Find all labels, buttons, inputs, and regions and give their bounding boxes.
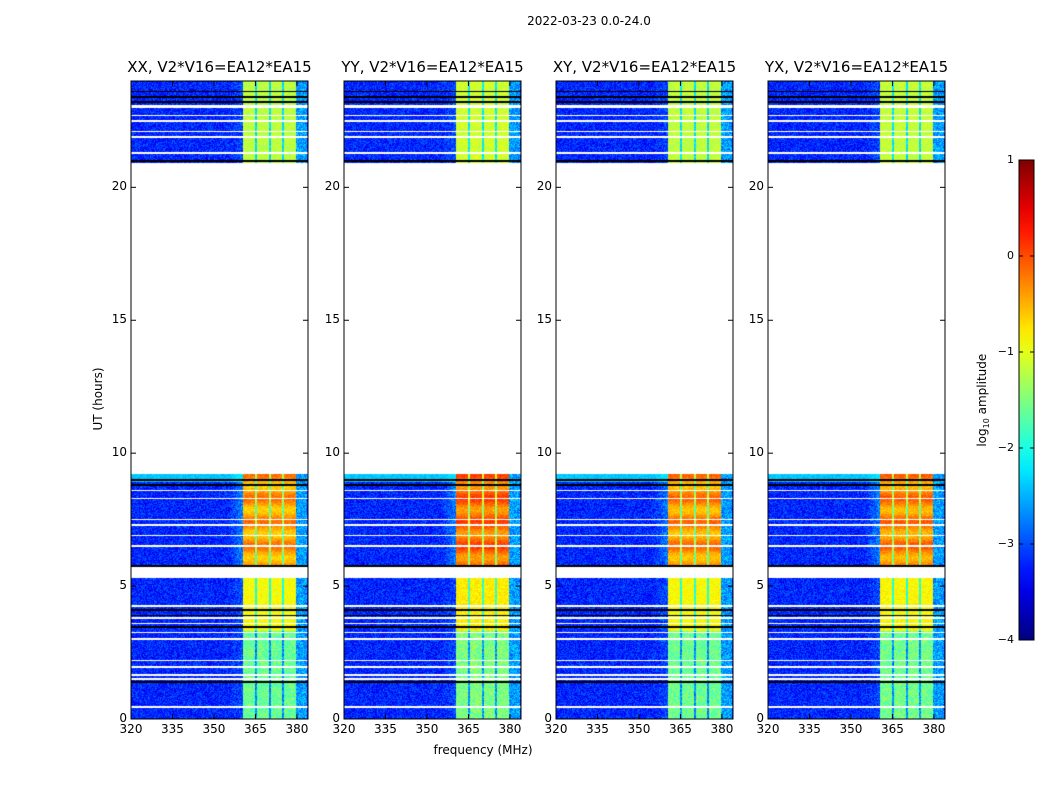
panel-frame-3 xyxy=(767,80,946,720)
y-tick-label: 0 xyxy=(332,711,340,725)
panel-title-2: XY, V2*V16=EA12*EA15 xyxy=(552,58,737,76)
y-tick-label: 5 xyxy=(544,578,552,593)
colorbar-tick-label: −3 xyxy=(997,537,1014,550)
x-tick-label: 335 xyxy=(798,722,821,736)
x-tick-label: 350 xyxy=(839,722,863,736)
x-tick-label: 380 xyxy=(922,722,946,736)
y-tick-label: 5 xyxy=(756,578,764,593)
colorbar-tick-label: −4 xyxy=(997,633,1014,646)
y-tick-label: 20 xyxy=(536,179,552,194)
colorbar-tick-label: −1 xyxy=(997,345,1014,358)
y-tick-label: 0 xyxy=(119,711,127,725)
y-tick-label: 15 xyxy=(536,312,552,327)
x-tick-label: 320 xyxy=(332,722,356,736)
x-tick-label: 380 xyxy=(285,722,309,736)
x-tick-label: 380 xyxy=(710,722,734,736)
y-tick-label: 15 xyxy=(748,312,764,327)
x-tick-label: 350 xyxy=(415,722,439,736)
y-tick-label: 15 xyxy=(111,312,127,327)
x-tick-label: 320 xyxy=(119,722,143,736)
y-tick-label: 0 xyxy=(544,711,552,725)
figure-title: 2022-03-23 0.0-24.0 xyxy=(527,14,651,28)
x-tick-label: 350 xyxy=(627,722,651,736)
panel-frame-0 xyxy=(130,80,309,720)
heatmap-panel-3 xyxy=(768,81,945,719)
y-tick-label: 0 xyxy=(756,711,764,725)
y-tick-label: 10 xyxy=(748,445,764,460)
colorbar-tick-label: 1 xyxy=(1007,153,1014,166)
y-tick-label: 10 xyxy=(324,445,340,460)
panel-frame-1 xyxy=(343,80,522,720)
panel-title-1: YY, V2*V16=EA12*EA15 xyxy=(341,58,524,76)
y-tick-label: 5 xyxy=(119,578,127,593)
panel-title-0: XX, V2*V16=EA12*EA15 xyxy=(127,58,312,76)
colorbar-tick-label: −2 xyxy=(997,441,1014,454)
x-tick-label: 380 xyxy=(498,722,522,736)
colorbar xyxy=(1018,159,1035,641)
x-tick-label: 320 xyxy=(544,722,568,736)
x-tick-label: 335 xyxy=(161,722,184,736)
x-tick-label: 335 xyxy=(374,722,397,736)
panel-title-3: YX, V2*V16=EA12*EA15 xyxy=(764,58,949,76)
y-tick-label: 10 xyxy=(536,445,552,460)
heatmap-panel-1 xyxy=(344,81,521,719)
panel-frame-2 xyxy=(555,80,734,720)
y-tick-label: 20 xyxy=(111,179,127,194)
y-tick-label: 10 xyxy=(111,445,127,460)
colorbar-tick-label: 0 xyxy=(1007,249,1014,262)
x-tick-label: 320 xyxy=(756,722,780,736)
x-tick-label: 350 xyxy=(202,722,226,736)
x-tick-label: 365 xyxy=(457,722,480,736)
x-tick-label: 335 xyxy=(586,722,609,736)
x-axis-label: frequency (MHz) xyxy=(433,743,533,757)
y-tick-label: 5 xyxy=(332,578,340,593)
x-tick-label: 365 xyxy=(244,722,267,736)
x-tick-label: 365 xyxy=(881,722,904,736)
x-tick-label: 365 xyxy=(669,722,692,736)
y-tick-label: 15 xyxy=(324,312,340,327)
heatmap-panel-0 xyxy=(131,81,308,719)
y-tick-label: 20 xyxy=(748,179,764,194)
y-tick-label: 20 xyxy=(324,179,340,194)
heatmap-panel-2 xyxy=(556,81,733,719)
